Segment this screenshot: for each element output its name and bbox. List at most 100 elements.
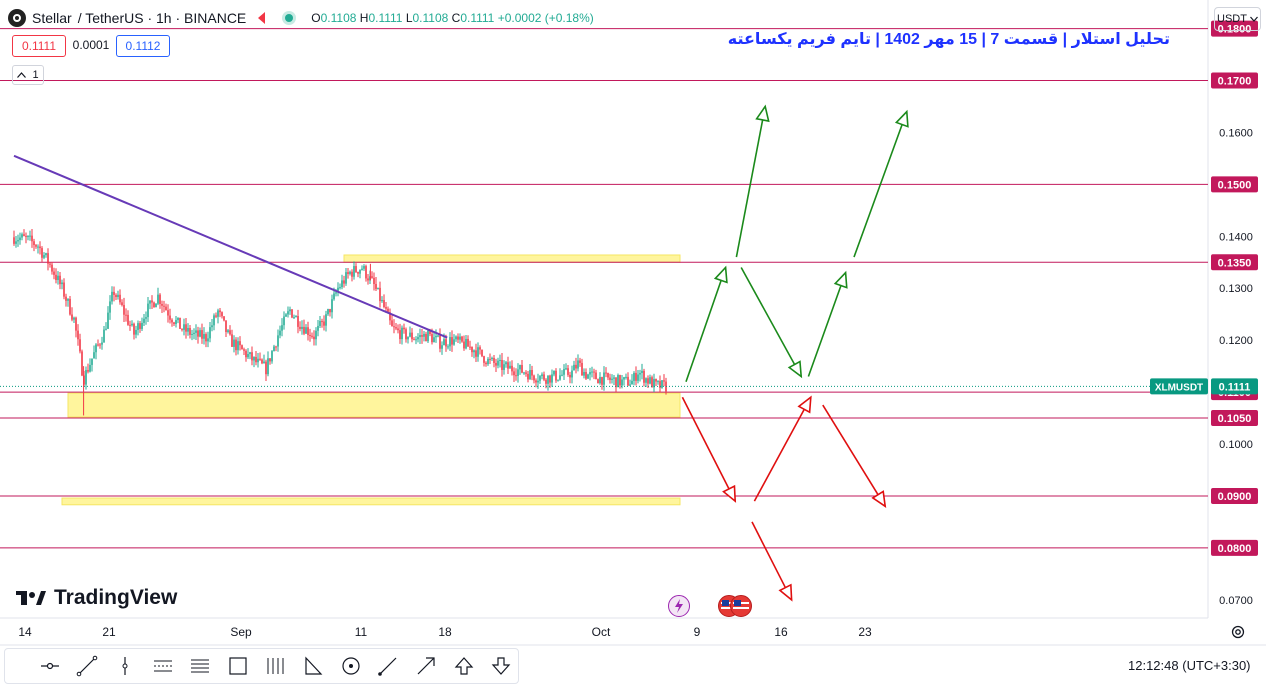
candle-body	[215, 315, 217, 317]
arrow-up-tool[interactable]	[447, 651, 481, 681]
candle-body	[393, 326, 395, 328]
candle-body	[507, 362, 509, 369]
candle-body	[489, 358, 491, 360]
candle-body	[69, 298, 71, 315]
candle-body	[63, 282, 65, 297]
annotation-title: تحلیل استلار | قسمت 7 | 15 مهر 1402 | تا…	[727, 31, 1170, 48]
buy-price-button[interactable]: 0.1112	[116, 35, 170, 57]
candle-body	[653, 379, 655, 388]
arrow-tool[interactable]	[409, 651, 443, 681]
clock-time: 12:12:48	[1128, 658, 1179, 673]
brush-tool[interactable]	[371, 651, 405, 681]
candle-body	[479, 347, 481, 350]
candle-body	[573, 364, 575, 371]
chart-header: Stellar / TetherUS · 1h · BINANCE O0.110…	[8, 8, 594, 28]
candle-body	[265, 361, 267, 375]
candle-body	[283, 316, 285, 326]
candle-body	[513, 371, 515, 376]
candle-body	[625, 376, 627, 378]
flag-icon[interactable]	[258, 12, 266, 24]
candle-body	[621, 379, 623, 386]
vertical-line-tool[interactable]	[108, 651, 142, 681]
trendline-icon	[77, 655, 98, 677]
candle-body	[599, 377, 601, 384]
fib-tool[interactable]	[183, 651, 217, 681]
cursor-icon	[40, 662, 59, 670]
candle-body	[585, 371, 587, 379]
circle-tool[interactable]	[334, 651, 368, 681]
candle-body	[565, 368, 567, 370]
trendline-tool[interactable]	[71, 651, 105, 681]
scenario-arrow-up-head	[787, 360, 803, 379]
ohlc-values: O0.1108 H0.1111 L0.1108 C0.1111 +0.0002 …	[311, 11, 594, 25]
rectangle-tool[interactable]	[221, 651, 255, 681]
candle-body	[631, 380, 633, 385]
candle-body	[91, 358, 93, 365]
candle-body	[531, 370, 533, 376]
symbol-pair[interactable]: / TetherUS · 1h · BINANCE	[77, 10, 247, 26]
currency-selector[interactable]: USDT	[1214, 7, 1261, 31]
candle-body	[297, 316, 299, 327]
candle-body	[203, 334, 205, 339]
candle-body	[533, 375, 535, 381]
pitchfork-tool[interactable]	[259, 651, 293, 681]
symbol-name[interactable]: Stellar	[32, 10, 72, 26]
candle-body	[131, 323, 133, 326]
arrow-down-tool[interactable]	[484, 651, 518, 681]
open-value: 0.1108	[320, 11, 357, 25]
candle-body	[217, 310, 219, 317]
candle-body	[235, 339, 237, 351]
candle-body	[571, 370, 573, 378]
candle-body	[289, 309, 291, 312]
candle-body	[285, 314, 287, 317]
candle-body	[505, 362, 507, 365]
candle-body	[319, 321, 321, 326]
candle-body	[225, 320, 227, 332]
candle-body	[439, 335, 441, 349]
gear-icon[interactable]	[1230, 624, 1246, 640]
candle-body	[255, 356, 257, 363]
candle-body	[259, 358, 261, 360]
candle-body	[635, 372, 637, 381]
candle-body	[199, 330, 201, 337]
candle-body	[545, 379, 547, 384]
candle-body	[655, 379, 657, 382]
candle-body	[543, 374, 545, 380]
candle-body	[93, 352, 95, 359]
candle-body	[617, 375, 619, 388]
candle-body	[237, 341, 239, 351]
sell-price-button[interactable]: 0.1111	[12, 35, 66, 57]
candle-body	[583, 371, 585, 376]
event-lightning-icon[interactable]	[668, 595, 690, 617]
indicators-collapse-button[interactable]: 1	[12, 65, 44, 85]
pattern-tool[interactable]	[296, 651, 330, 681]
open-label: O	[311, 11, 321, 25]
change-value: +0.0002 (+0.18%)	[497, 11, 594, 25]
candle-body	[17, 240, 19, 242]
candle-body	[189, 327, 191, 335]
candle-body	[327, 309, 329, 315]
candle-body	[473, 350, 475, 353]
candle-body	[163, 305, 165, 307]
candle-body	[639, 372, 641, 375]
y-tick-label: 0.1300	[1219, 283, 1253, 295]
candle-body	[425, 333, 427, 342]
candle-body	[433, 337, 435, 343]
parallel-channel-tool[interactable]	[146, 651, 180, 681]
candle-body	[359, 269, 361, 274]
tradingview-logo[interactable]: TradingView	[16, 586, 177, 610]
candle-body	[525, 372, 527, 374]
candle-body	[141, 322, 143, 329]
cursor-tool[interactable]	[33, 651, 67, 681]
scenario-arrow-down	[751, 521, 793, 601]
candle-body	[277, 335, 279, 347]
candle-body	[521, 365, 523, 373]
candle-body	[251, 352, 253, 361]
high-label: H	[359, 11, 369, 25]
candle-body	[605, 372, 607, 374]
scenario-arrow-up	[685, 267, 727, 382]
clock[interactable]: 12:12:48 (UTC+3:30)	[1128, 658, 1251, 673]
us-flag-icon[interactable]	[730, 595, 752, 617]
